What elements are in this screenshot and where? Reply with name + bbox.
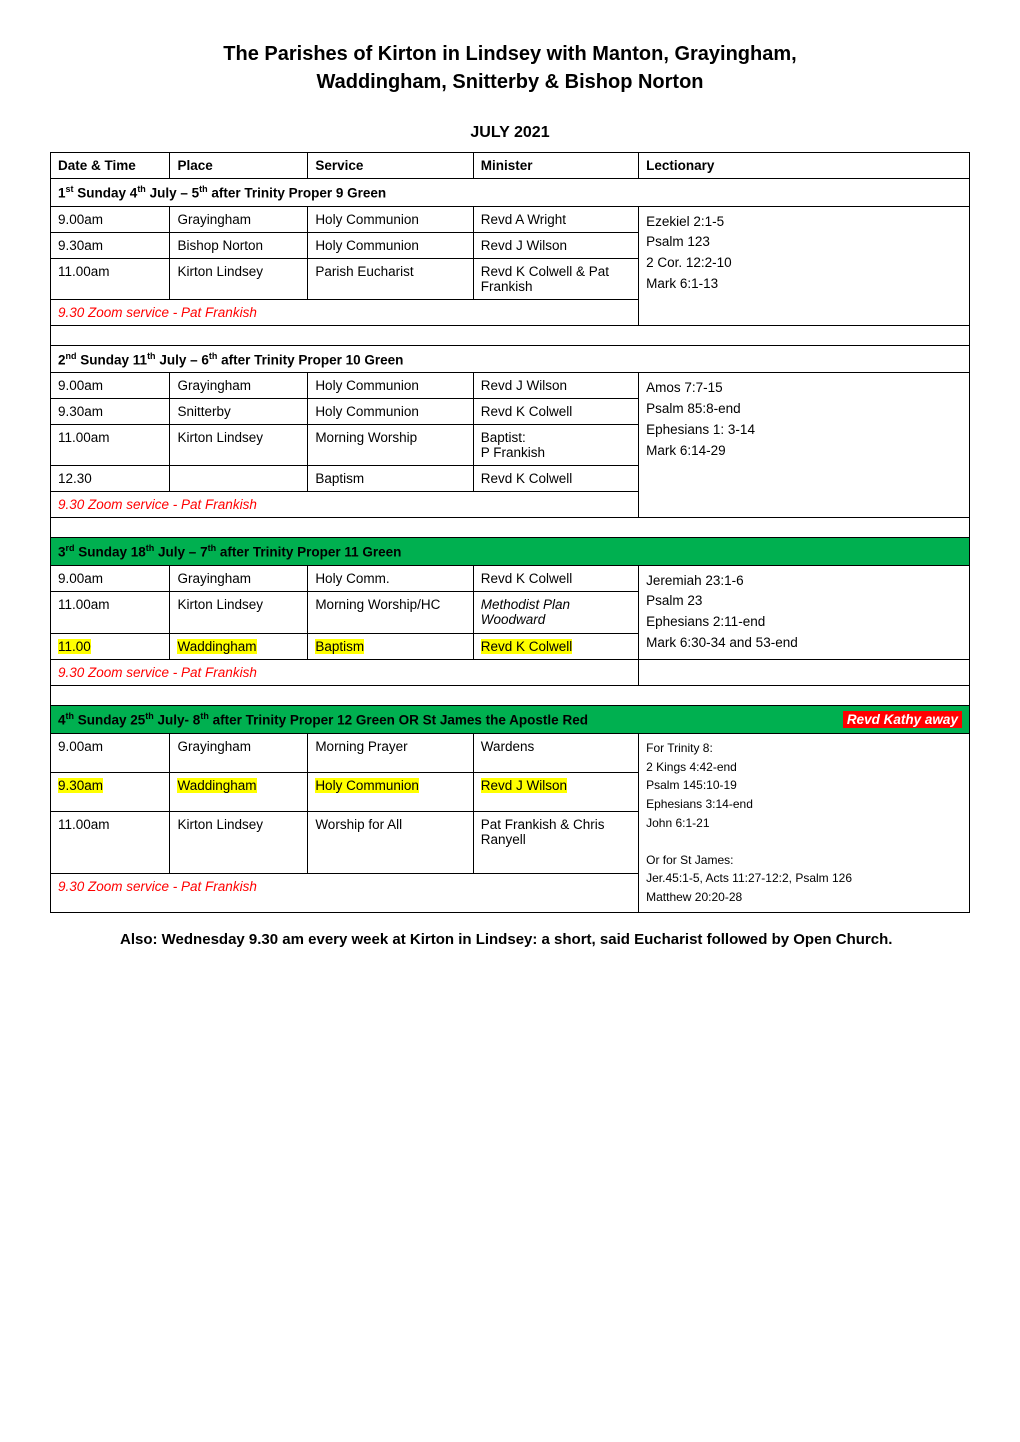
cell-lectionary: Amos 7:7-15Psalm 85:8-endEphesians 1: 3-… (639, 373, 970, 518)
section-header: 2nd Sunday 11th July – 6th after Trinity… (51, 345, 970, 373)
zoom-text: 9.30 Zoom service - Pat Frankish (51, 492, 639, 518)
table-row: 9.00amGrayinghamHoly Comm.Revd K Colwell… (51, 565, 970, 591)
cell-service: Holy Communion (308, 773, 473, 812)
cell-minister: Wardens (473, 734, 638, 773)
cell-minister: Revd K Colwell (473, 633, 638, 659)
cell-service: Worship for All (308, 812, 473, 873)
header-row: Date & Time Place Service Minister Lecti… (51, 153, 970, 179)
col-service: Service (308, 153, 473, 179)
cell-place: Grayingham (170, 373, 308, 399)
month-title: JULY 2021 (50, 124, 970, 142)
cell-minister: Revd J Wilson (473, 773, 638, 812)
title-line2: Waddingham, Snitterby & Bishop Norton (316, 71, 703, 93)
cell-place: Grayingham (170, 206, 308, 232)
cell-place: Grayingham (170, 734, 308, 773)
table-row: 9.00amGrayinghamHoly CommunionRevd J Wil… (51, 373, 970, 399)
cell-minister: Revd K Colwell & Pat Frankish (473, 258, 638, 299)
cell-time: 11.00am (51, 425, 170, 466)
cell-time: 9.00am (51, 565, 170, 591)
cell-service: Holy Communion (308, 373, 473, 399)
cell-minister: Revd K Colwell (473, 565, 638, 591)
col-date: Date & Time (51, 153, 170, 179)
section-header-text: 1st Sunday 4th July – 5th after Trinity … (51, 179, 970, 207)
zoom-row: 9.30 Zoom service - Pat Frankish (51, 660, 970, 686)
cell-time: 9.30am (51, 773, 170, 812)
cell-time: 9.00am (51, 734, 170, 773)
cell-service: Parish Eucharist (308, 258, 473, 299)
cell-lectionary: Ezekiel 2:1-5Psalm 1232 Cor. 12:2-10Mark… (639, 206, 970, 325)
cell-place: Kirton Lindsey (170, 258, 308, 299)
cell-place: Waddingham (170, 633, 308, 659)
cell-time: 11.00am (51, 591, 170, 633)
col-place: Place (170, 153, 308, 179)
cell-time: 9.00am (51, 206, 170, 232)
cell-service: Holy Communion (308, 232, 473, 258)
cell-place: Kirton Lindsey (170, 591, 308, 633)
section-header: 4th Sunday 25th July- 8th after Trinity … (51, 706, 970, 734)
zoom-text: 9.30 Zoom service - Pat Frankish (51, 660, 639, 686)
cell-minister: Methodist PlanWoodward (473, 591, 638, 633)
cell-time: 9.30am (51, 399, 170, 425)
spacer-row (51, 686, 970, 706)
cell-time: 11.00am (51, 812, 170, 873)
cell-minister: Revd J Wilson (473, 232, 638, 258)
cell-place: Snitterby (170, 399, 308, 425)
cell-service: Baptism (308, 633, 473, 659)
cell-place: Bishop Norton (170, 232, 308, 258)
table-row: 9.00amGrayinghamHoly CommunionRevd A Wri… (51, 206, 970, 232)
table-row: 9.00amGrayinghamMorning PrayerWardensFor… (51, 734, 970, 773)
cell-lectionary: For Trinity 8:2 Kings 4:42-endPsalm 145:… (639, 734, 970, 912)
cell-minister: Revd J Wilson (473, 373, 638, 399)
cell-service: Holy Communion (308, 399, 473, 425)
cell-minister: Revd A Wright (473, 206, 638, 232)
section-header: 1st Sunday 4th July – 5th after Trinity … (51, 179, 970, 207)
cell-minister: Pat Frankish & Chris Ranyell (473, 812, 638, 873)
title-line1: The Parishes of Kirton in Lindsey with M… (223, 43, 796, 65)
spacer-row (51, 518, 970, 538)
cell-lectionary-empty (639, 660, 970, 686)
page-title: The Parishes of Kirton in Lindsey with M… (50, 40, 970, 96)
cell-place: Kirton Lindsey (170, 812, 308, 873)
cell-time: 11.00 (51, 633, 170, 659)
cell-minister: Revd K Colwell (473, 399, 638, 425)
cell-place: Waddingham (170, 773, 308, 812)
cell-lectionary: Jeremiah 23:1-6Psalm 23Ephesians 2:11-en… (639, 565, 970, 660)
cell-service: Morning Worship (308, 425, 473, 466)
cell-service: Baptism (308, 466, 473, 492)
cell-time: 12.30 (51, 466, 170, 492)
cell-place (170, 466, 308, 492)
section-header-text: 2nd Sunday 11th July – 6th after Trinity… (51, 345, 970, 373)
cell-service: Holy Comm. (308, 565, 473, 591)
section-header-text: 3rd Sunday 18th July – 7th after Trinity… (51, 538, 970, 566)
cell-time: 9.00am (51, 373, 170, 399)
zoom-text: 9.30 Zoom service - Pat Frankish (51, 299, 639, 325)
cell-service: Morning Worship/HC (308, 591, 473, 633)
cell-minister: Revd K Colwell (473, 466, 638, 492)
cell-service: Morning Prayer (308, 734, 473, 773)
spacer-row (51, 325, 970, 345)
cell-time: 9.30am (51, 232, 170, 258)
col-minister: Minister (473, 153, 638, 179)
cell-place: Grayingham (170, 565, 308, 591)
cell-minister: Baptist:P Frankish (473, 425, 638, 466)
cell-time: 11.00am (51, 258, 170, 299)
col-lectionary: Lectionary (639, 153, 970, 179)
footer-note: Also: Wednesday 9.30 am every week at Ki… (50, 931, 970, 948)
zoom-text: 9.30 Zoom service - Pat Frankish (51, 873, 639, 912)
cell-service: Holy Communion (308, 206, 473, 232)
section-header: 3rd Sunday 18th July – 7th after Trinity… (51, 538, 970, 566)
section-header-text: 4th Sunday 25th July- 8th after Trinity … (51, 706, 970, 734)
cell-place: Kirton Lindsey (170, 425, 308, 466)
rota-table: Date & Time Place Service Minister Lecti… (50, 152, 970, 913)
